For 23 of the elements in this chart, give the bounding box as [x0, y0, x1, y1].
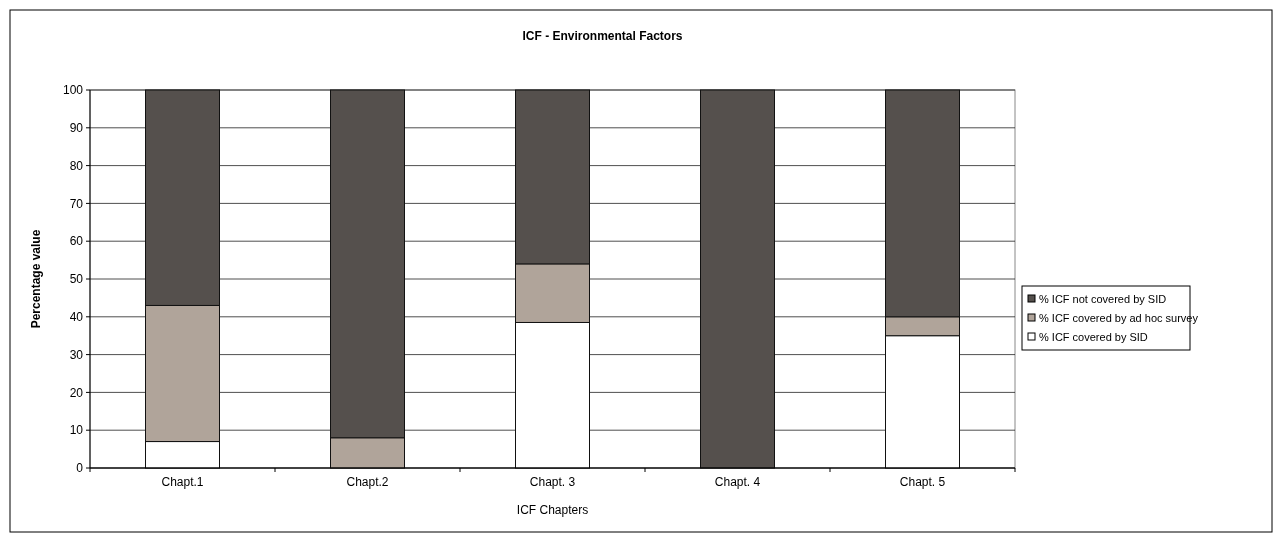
chart-title: ICF - Environmental Factors — [522, 29, 683, 43]
x-tick-label: Chapt.2 — [346, 475, 389, 489]
y-tick-label: 60 — [69, 234, 84, 249]
y-tick-label: 10 — [69, 423, 84, 438]
bar — [700, 89, 775, 469]
x-tick-label: Chapt. 4 — [714, 475, 761, 489]
y-tick-label: 70 — [69, 196, 84, 211]
y-tick-label: 50 — [69, 272, 84, 287]
legend-label: % ICF not covered by SID — [1039, 292, 1167, 305]
y-tick-label: 100 — [62, 83, 84, 98]
y-tick-label: 20 — [69, 385, 84, 400]
y-tick-label: 90 — [69, 121, 84, 135]
y-tick-label: 40 — [69, 310, 84, 324]
legend-label: % ICF covered by ad hoc survey — [1039, 311, 1199, 324]
y-tick-label: 30 — [69, 347, 84, 362]
y-axis-title: Percentage value — [29, 229, 43, 329]
x-tick-label: Chapt. 5 — [899, 475, 946, 489]
x-tick-label: Chapt.1 — [161, 475, 204, 489]
y-tick-label: 80 — [69, 158, 84, 173]
y-tick-label: 0 — [76, 461, 84, 476]
text: % ICF covered by SID — [1039, 330, 1148, 343]
x-axis-title: ICF Chapters — [516, 503, 589, 517]
x-tick-label: Chapt. 3 — [529, 475, 576, 489]
